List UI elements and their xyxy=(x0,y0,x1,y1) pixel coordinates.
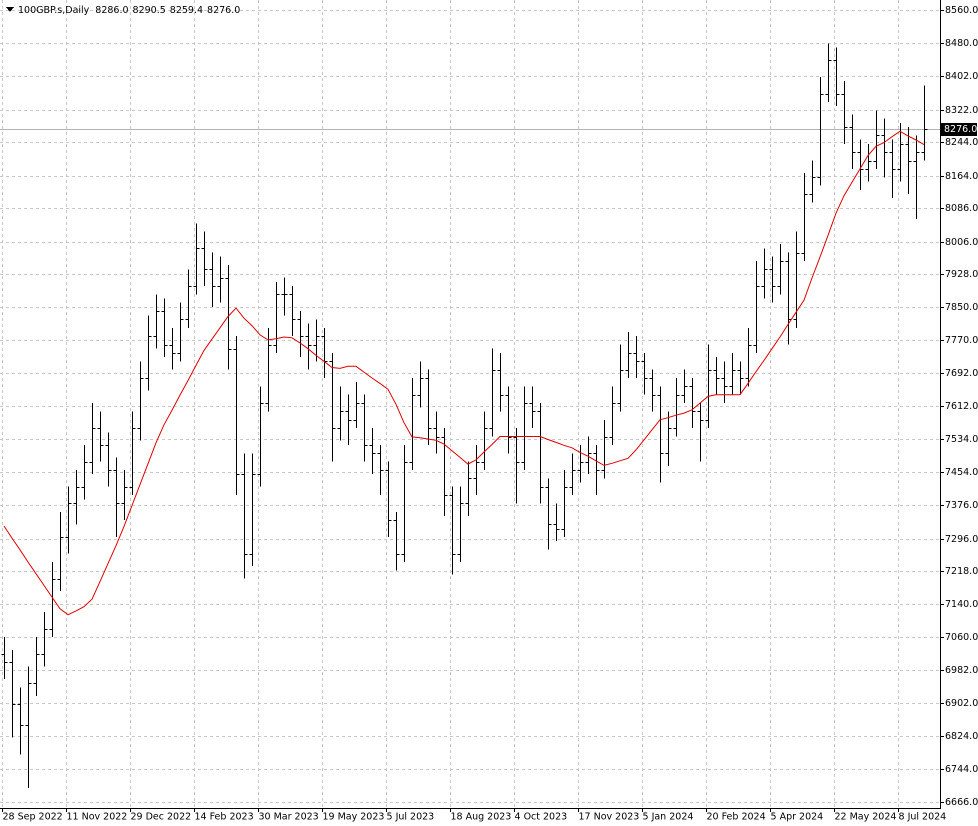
x-tick-label: 11 Nov 2022 xyxy=(67,812,128,823)
y-tick-label: 8006.0 xyxy=(945,237,978,248)
quote-high: 8290.5 xyxy=(133,5,166,16)
y-tick-label: 7140.0 xyxy=(945,599,978,610)
x-tick-label: 14 Feb 2023 xyxy=(195,812,254,823)
x-tick-label: 8 Jul 2024 xyxy=(899,812,947,823)
y-tick-label: 8322.0 xyxy=(945,105,978,116)
y-tick-label: 7612.0 xyxy=(945,401,978,412)
x-tick-label: 5 Jul 2023 xyxy=(387,812,435,823)
chart-header: 100GBP.s,Daily 8286.0 8290.5 8259.4 8276.0 xyxy=(18,5,240,16)
x-tick-label: 17 Nov 2023 xyxy=(579,812,640,823)
y-tick-label: 7060.0 xyxy=(945,632,978,643)
plot xyxy=(1,43,928,788)
y-tick-label: 7296.0 xyxy=(945,534,978,545)
last-price-label: 8276.0 xyxy=(944,124,977,135)
x-tick-label: 4 Oct 2023 xyxy=(515,812,568,823)
x-tick-label: 22 May 2024 xyxy=(835,812,897,823)
y-tick-label: 7850.0 xyxy=(945,302,978,313)
quote-open: 8286.0 xyxy=(95,5,128,16)
y-tick-label: 8480.0 xyxy=(945,38,978,49)
y-tick-label: 6666.0 xyxy=(945,797,978,808)
quote-low: 8259.4 xyxy=(170,5,203,16)
menu-triangle[interactable] xyxy=(6,7,14,12)
y-tick-label: 7534.0 xyxy=(945,434,978,445)
y-tick-label: 6824.0 xyxy=(945,731,978,742)
grid xyxy=(0,0,940,808)
y-tick-label: 6982.0 xyxy=(945,665,978,676)
x-tick-label: 18 Aug 2023 xyxy=(451,812,512,823)
y-tick-label: 8164.0 xyxy=(945,171,978,182)
y-tick-label: 7928.0 xyxy=(945,269,978,280)
x-tick-label: 20 Feb 2024 xyxy=(707,812,766,823)
y-tick-label: 7376.0 xyxy=(945,500,978,511)
y-tick-label: 8244.0 xyxy=(945,137,978,148)
x-tick-label: 19 May 2023 xyxy=(323,812,385,823)
y-tick-label: 7770.0 xyxy=(945,335,978,346)
y-tick-label: 7692.0 xyxy=(945,368,978,379)
y-tick-label: 7218.0 xyxy=(945,566,978,577)
y-tick-label: 8560.0 xyxy=(945,5,978,16)
last-price-tag xyxy=(941,123,977,136)
x-tick-label: 5 Jan 2024 xyxy=(643,812,694,823)
x-tick-label: 5 Apr 2024 xyxy=(771,812,824,823)
x-tick-label: 30 Mar 2023 xyxy=(259,812,319,823)
x-tick-label: 28 Sep 2022 xyxy=(3,812,63,823)
chart-title: 100GBP.s,Daily xyxy=(18,5,90,16)
x-tick-label: 29 Dec 2022 xyxy=(131,812,192,823)
quote-close: 8276.0 xyxy=(207,5,240,16)
y-tick-label: 8086.0 xyxy=(945,203,978,214)
moving-average xyxy=(3,130,925,616)
y-tick-label: 8402.0 xyxy=(945,71,978,82)
y-tick-label: 7454.0 xyxy=(945,467,978,478)
y-tick-label: 6744.0 xyxy=(945,764,978,775)
y-tick-label: 6902.0 xyxy=(945,698,978,709)
